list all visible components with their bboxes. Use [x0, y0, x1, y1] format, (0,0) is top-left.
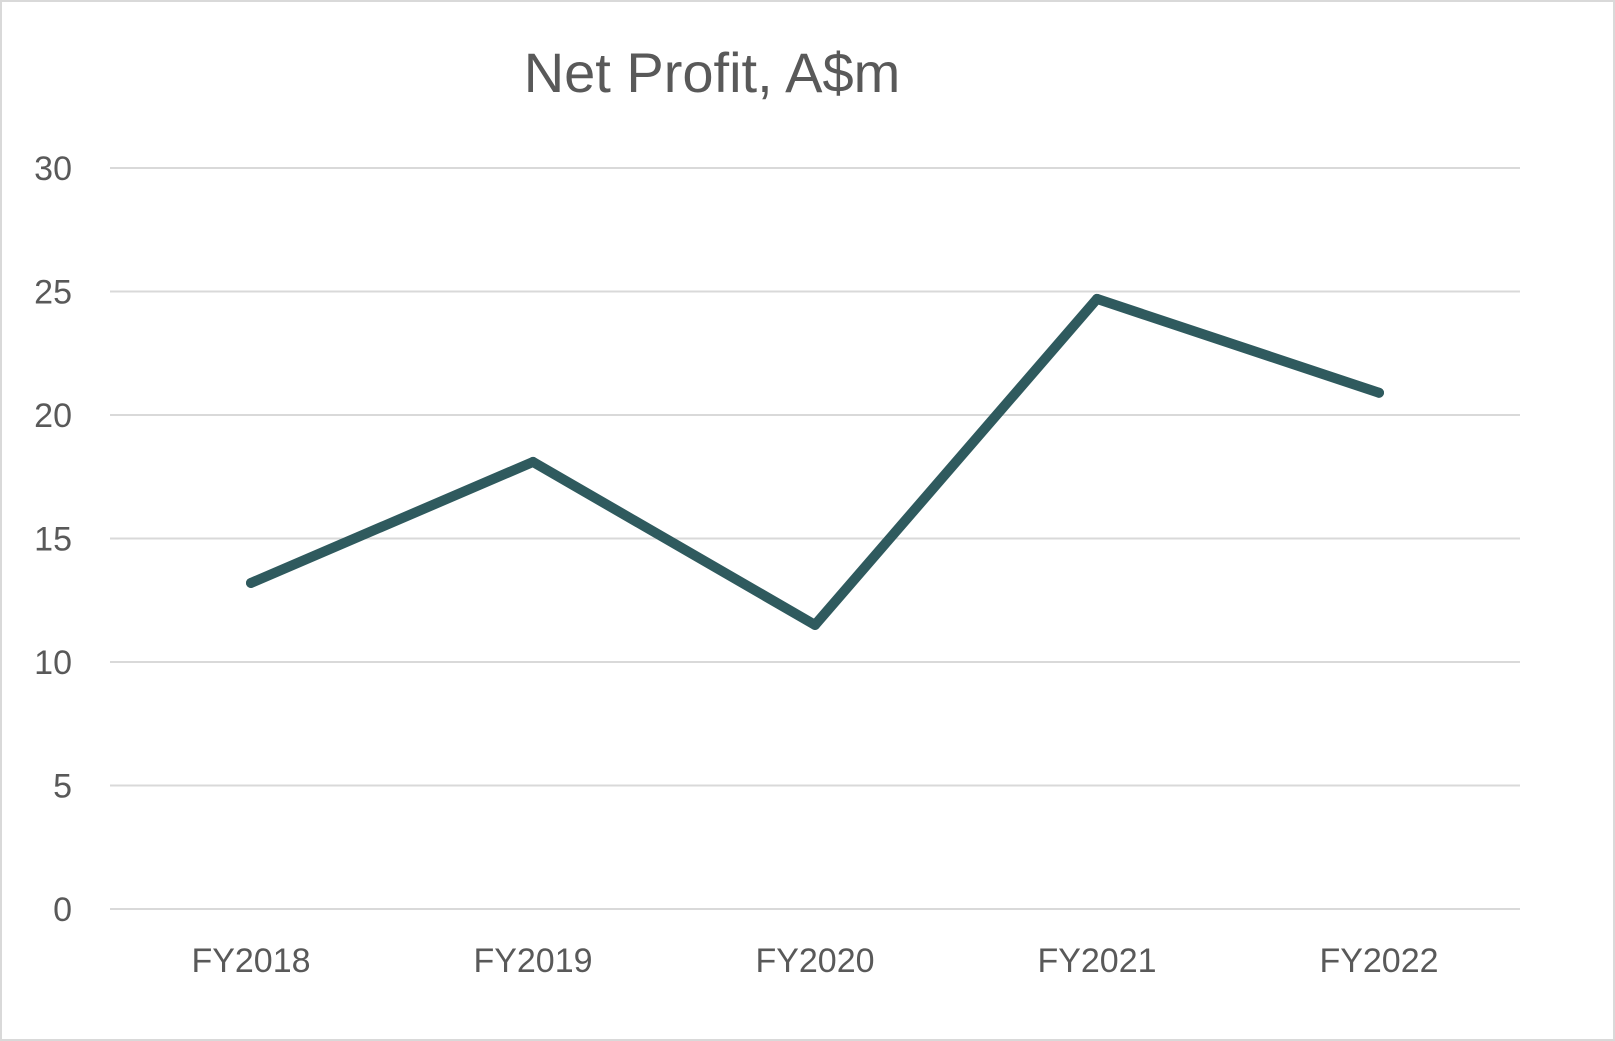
data-point-FY2019 [528, 456, 538, 467]
data-point-FY2022 [1374, 387, 1384, 398]
y-tick-label: 20 [34, 397, 72, 435]
chart-title: Net Profit, A$m [523, 41, 901, 104]
y-tick-label: 15 [34, 521, 72, 559]
y-tick-label: 10 [34, 644, 72, 682]
data-point-FY2020 [810, 619, 820, 630]
y-tick-label: 0 [53, 891, 72, 929]
y-tick-label: 5 [53, 768, 72, 806]
series-layer [246, 293, 1384, 630]
data-point-FY2021 [1092, 293, 1102, 304]
x-tick-label: FY2022 [1319, 942, 1438, 980]
y-tick-label: 25 [34, 274, 72, 312]
x-axis-tick-labels: FY2018 FY2019 FY2020 FY2021 FY2022 [191, 942, 1438, 980]
x-tick-label: FY2020 [755, 942, 874, 980]
x-tick-label: FY2019 [473, 942, 592, 980]
x-tick-label: FY2021 [1037, 942, 1156, 980]
gridlines [110, 167, 1520, 910]
x-tick-label: FY2018 [191, 942, 310, 980]
y-tick-label: 30 [34, 150, 72, 188]
series-line-0 [246, 293, 1384, 630]
data-point-FY2018 [246, 577, 256, 588]
y-axis-tick-labels: 0 5 10 15 20 25 30 [34, 150, 72, 929]
